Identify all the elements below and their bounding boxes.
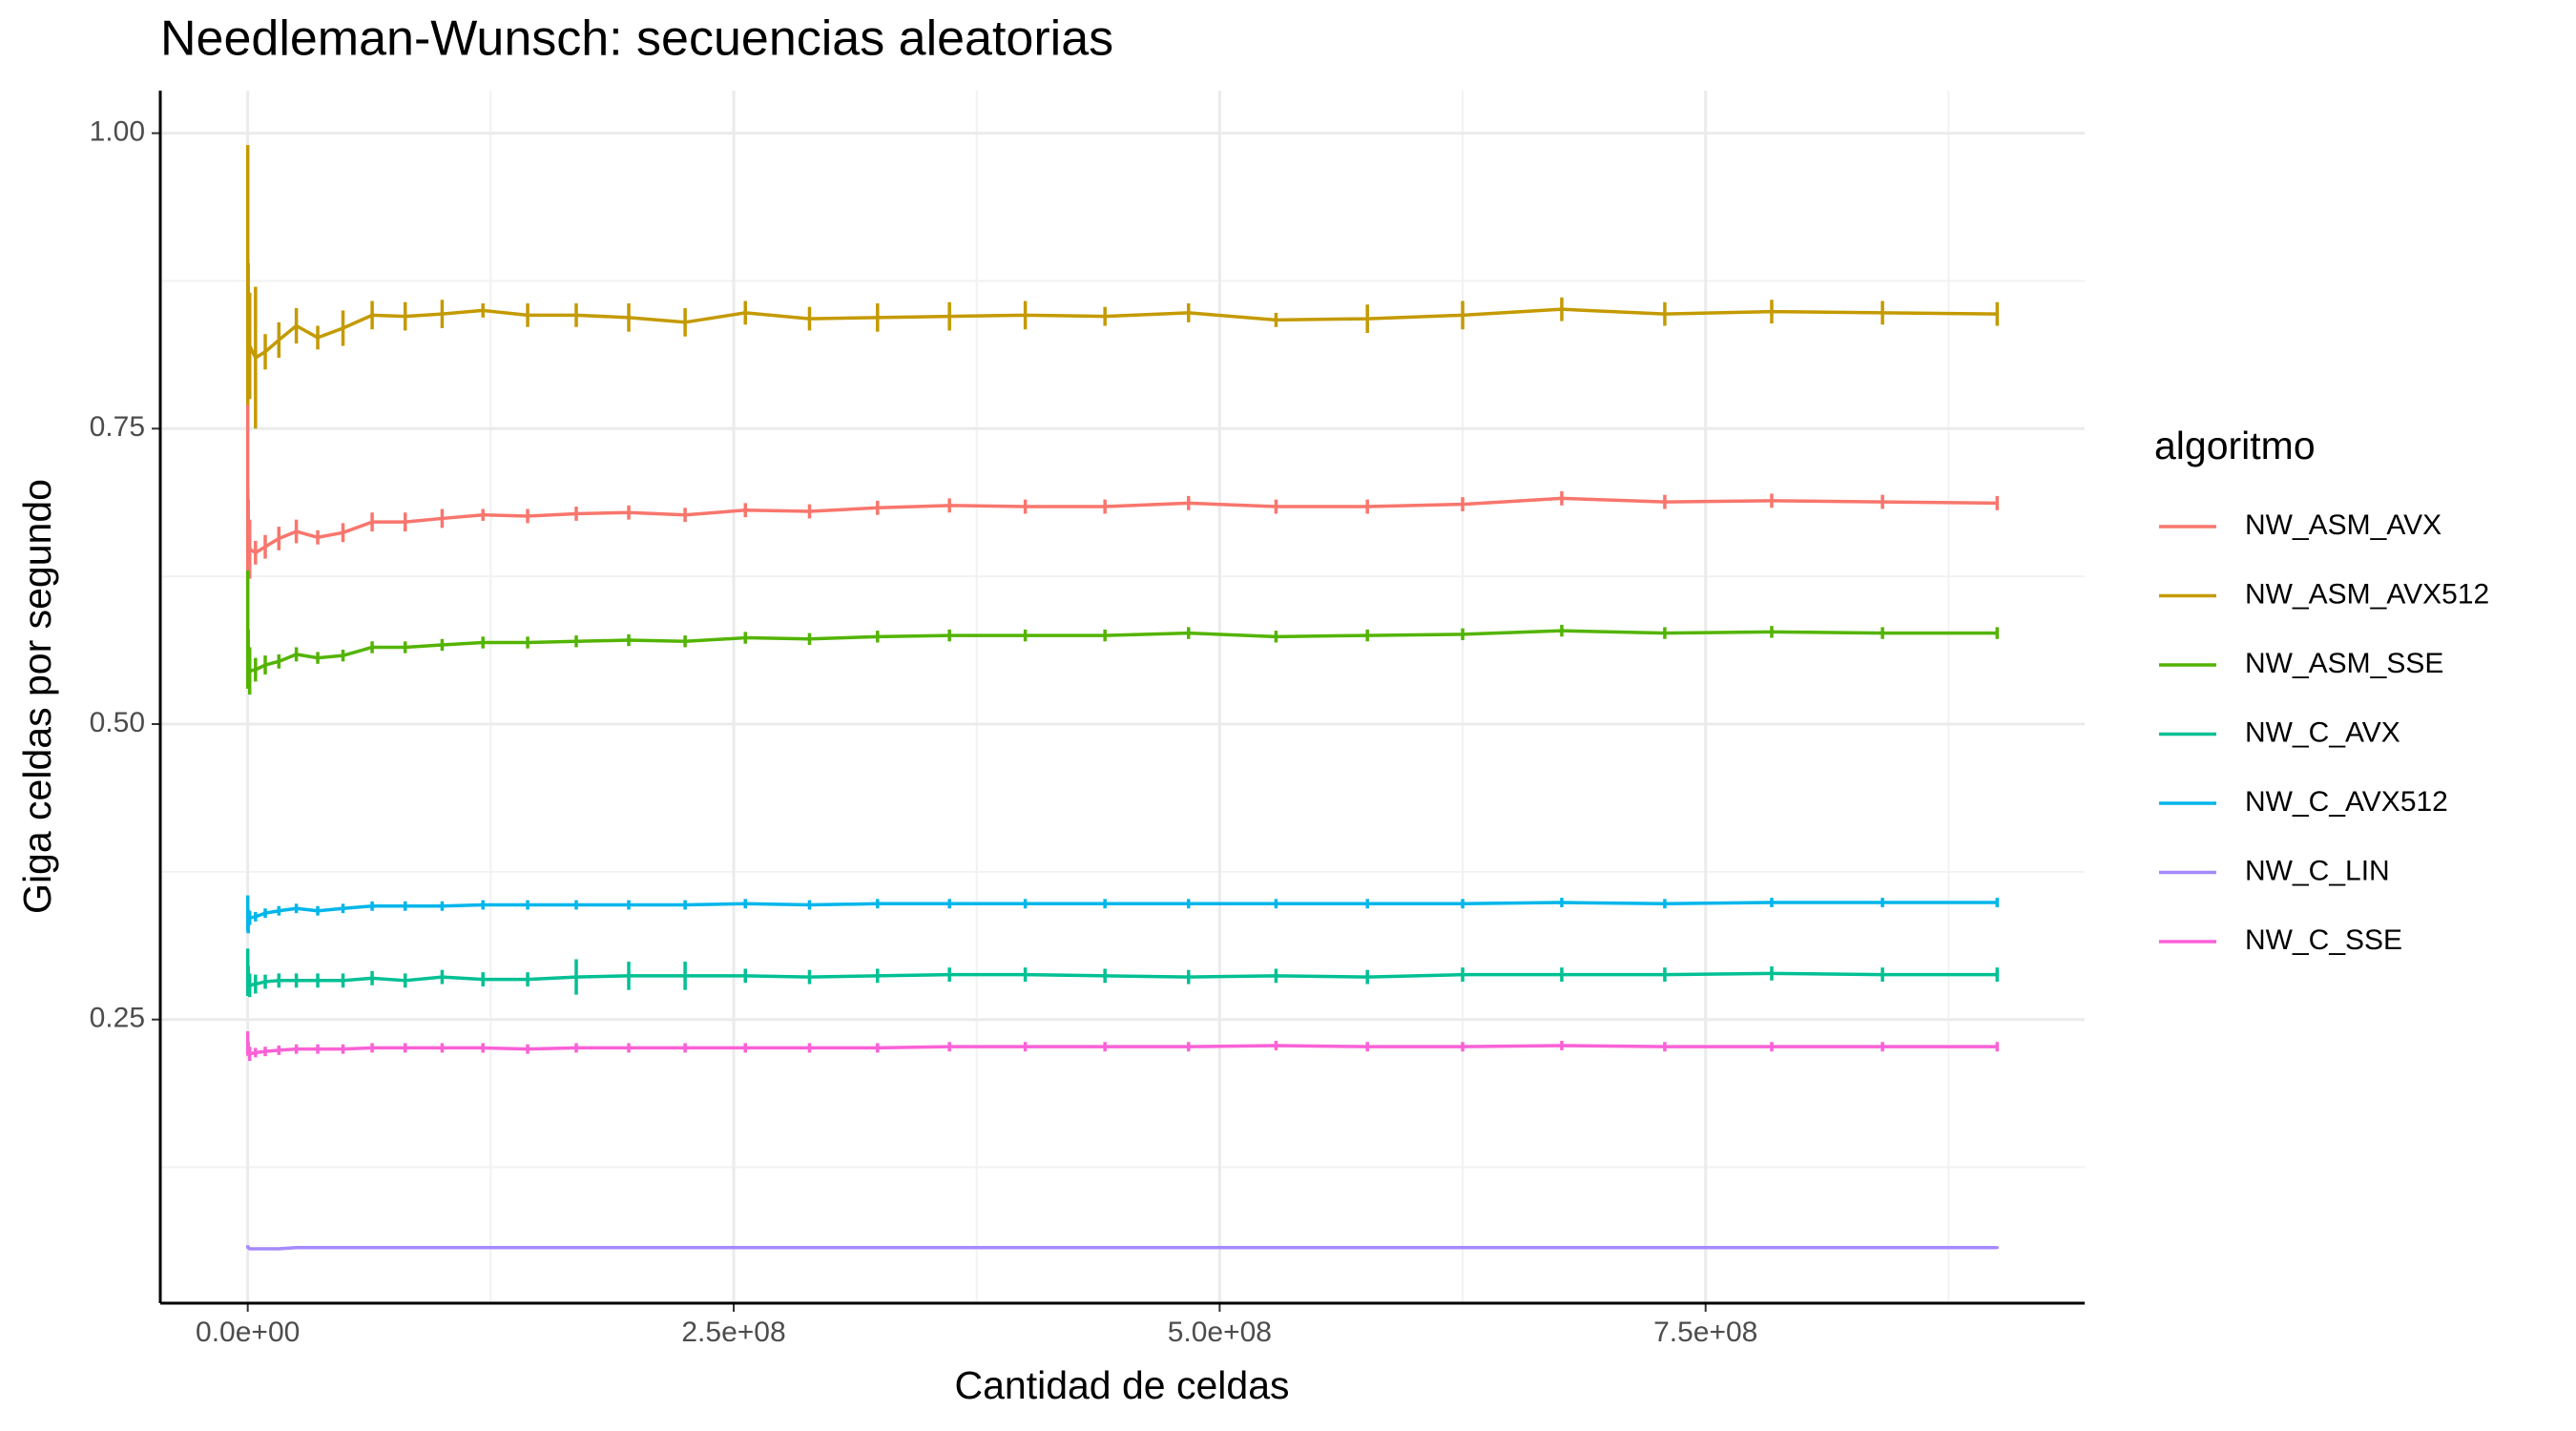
series-line xyxy=(245,275,1998,360)
legend-label: NW_ASM_AVX xyxy=(2245,509,2441,541)
y-tick-label: 0.25 xyxy=(90,1003,145,1034)
x-tick-label: 0.0e+00 xyxy=(196,1317,300,1348)
series-line xyxy=(245,971,1998,987)
legend-label: NW_C_LIN xyxy=(2245,855,2390,886)
y-tick-label: 0.50 xyxy=(90,707,145,738)
x-tick-label: 2.5e+08 xyxy=(681,1317,785,1348)
x-tick-label: 7.5e+08 xyxy=(1653,1317,1757,1348)
series-line xyxy=(245,901,1998,923)
series xyxy=(245,144,2000,429)
series-line xyxy=(245,1043,1998,1056)
legend-label: NW_ASM_SSE xyxy=(2245,648,2443,679)
y-tick-label: 1.00 xyxy=(90,116,145,148)
legend-label: NW_C_SSE xyxy=(2245,924,2402,956)
series xyxy=(245,404,2000,579)
series xyxy=(245,895,2000,934)
series-line xyxy=(245,487,1998,555)
legend-label: NW_C_AVX xyxy=(2245,716,2400,748)
chart-title: Needleman-Wunsch: secuencias aleatorias xyxy=(160,11,1113,67)
x-axis-title: Cantidad de celdas xyxy=(954,1363,1289,1407)
series xyxy=(245,570,2000,695)
legend-label: NW_C_AVX512 xyxy=(2245,786,2448,818)
legend-label: NW_ASM_AVX512 xyxy=(2245,578,2489,610)
legend-title: algoritmo xyxy=(2154,424,2316,467)
series-line xyxy=(246,1245,1998,1251)
y-axis-title: Giga celdas por segundo xyxy=(15,479,59,914)
series xyxy=(245,1245,2000,1251)
series xyxy=(245,1031,2000,1062)
y-tick-label: 0.75 xyxy=(90,411,145,443)
series-line xyxy=(245,629,1998,673)
grid xyxy=(160,91,2085,1303)
x-tick-label: 5.0e+08 xyxy=(1168,1317,1272,1348)
series xyxy=(245,948,2000,998)
